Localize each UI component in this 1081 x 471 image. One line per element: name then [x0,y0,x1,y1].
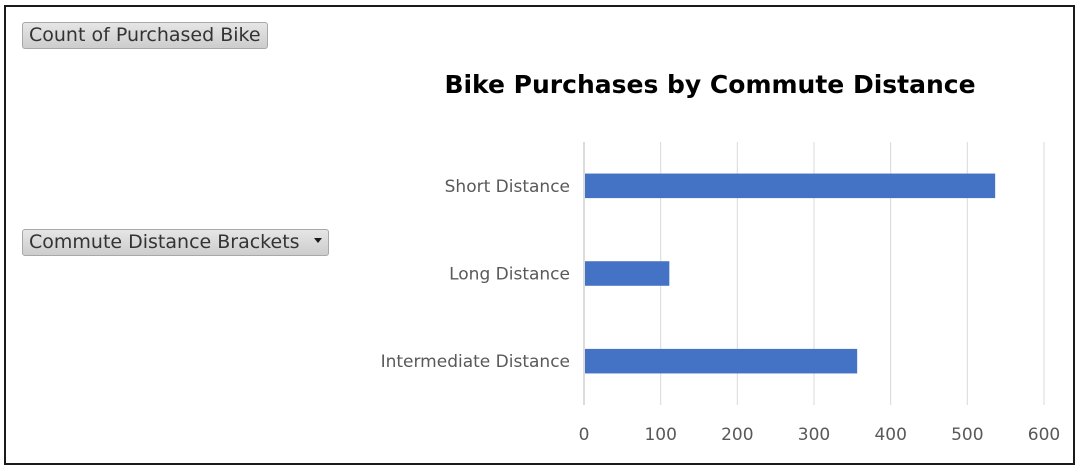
values-field-label: Count of Purchased Bike [29,24,261,46]
values-field-button[interactable]: Count of Purchased Bike [22,22,268,49]
axis-field-button[interactable]: Commute Distance Brackets [22,229,329,256]
category-label: Short Distance [445,177,570,197]
category-label: Long Distance [449,265,570,285]
bar [585,348,858,374]
x-tick-label: 200 [721,425,753,445]
x-tick-label: 0 [579,425,590,445]
category-label: Intermediate Distance [381,352,570,372]
x-tick-label: 100 [644,425,676,445]
dropdown-arrow-icon[interactable] [313,238,322,243]
bar [585,261,670,286]
axis-field-label: Commute Distance Brackets [29,231,300,253]
bar [585,173,996,199]
x-tick-label: 600 [1028,425,1060,445]
x-tick-label: 300 [798,425,830,445]
chart-title: Bike Purchases by Commute Distance [444,70,976,99]
x-tick-label: 400 [874,425,906,445]
x-tick-label: 500 [951,425,983,445]
